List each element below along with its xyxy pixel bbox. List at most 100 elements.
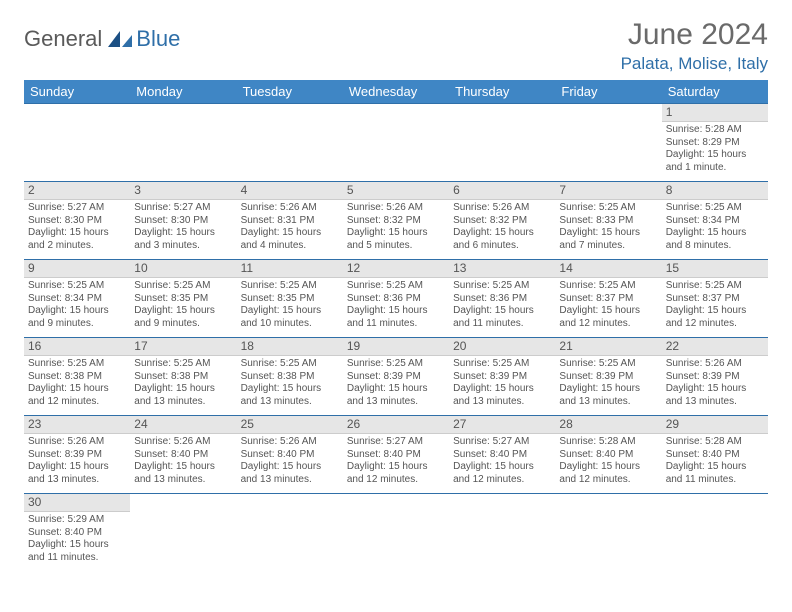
daylight-text: Daylight: 15 hours and 7 minutes. — [559, 227, 657, 252]
day-header: Tuesday — [237, 80, 343, 104]
daylight-text: Daylight: 15 hours and 13 minutes. — [347, 383, 445, 408]
date-number: 23 — [24, 416, 130, 434]
sunrise-text: Sunrise: 5:25 AM — [241, 358, 339, 371]
sunrise-text: Sunrise: 5:25 AM — [559, 358, 657, 371]
sunset-text: Sunset: 8:39 PM — [453, 371, 551, 384]
calendar-cell — [662, 494, 768, 572]
calendar-cell — [130, 494, 236, 572]
calendar-cell: 20 Sunrise: 5:25 AMSunset: 8:39 PMDayligh… — [449, 338, 555, 416]
sunset-text: Sunset: 8:30 PM — [28, 215, 126, 228]
date-number: 25 — [237, 416, 343, 434]
daylight-text: Daylight: 15 hours and 13 minutes. — [453, 383, 551, 408]
sunrise-text: Sunrise: 5:25 AM — [453, 358, 551, 371]
date-number: 9 — [24, 260, 130, 278]
date-number: 5 — [343, 182, 449, 200]
day-header: Monday — [130, 80, 236, 104]
sunrise-text: Sunrise: 5:27 AM — [28, 202, 126, 215]
sunrise-text: Sunrise: 5:26 AM — [134, 436, 232, 449]
sunset-text: Sunset: 8:35 PM — [241, 293, 339, 306]
date-number: 26 — [343, 416, 449, 434]
daylight-text: Daylight: 15 hours and 13 minutes. — [28, 461, 126, 486]
date-number: 29 — [662, 416, 768, 434]
logo-text-2: Blue — [136, 26, 180, 52]
sunset-text: Sunset: 8:37 PM — [559, 293, 657, 306]
calendar-cell: 11Sunrise: 5:25 AMSunset: 8:35 PMDayligh… — [237, 260, 343, 338]
calendar-cell: 17Sunrise: 5:25 AMSunset: 8:38 PMDayligh… — [130, 338, 236, 416]
sunrise-text: Sunrise: 5:25 AM — [559, 280, 657, 293]
sunrise-text: Sunrise: 5:25 AM — [666, 202, 764, 215]
sunset-text: Sunset: 8:40 PM — [241, 449, 339, 462]
day-header: Sunday — [24, 80, 130, 104]
sunrise-text: Sunrise: 5:25 AM — [28, 280, 126, 293]
calendar-cell: 14Sunrise: 5:25 AMSunset: 8:37 PMDayligh… — [555, 260, 661, 338]
daylight-text: Daylight: 15 hours and 3 minutes. — [134, 227, 232, 252]
sunrise-text: Sunrise: 5:25 AM — [347, 280, 445, 293]
sunrise-text: Sunrise: 5:28 AM — [666, 124, 764, 137]
calendar-cell — [449, 494, 555, 572]
sunrise-text: Sunrise: 5:27 AM — [134, 202, 232, 215]
logo-text-1: General — [24, 26, 102, 52]
sunrise-text: Sunrise: 5:25 AM — [241, 280, 339, 293]
date-number: 27 — [449, 416, 555, 434]
daylight-text: Daylight: 15 hours and 13 minutes. — [241, 461, 339, 486]
sunset-text: Sunset: 8:30 PM — [134, 215, 232, 228]
daylight-text: Daylight: 15 hours and 12 minutes. — [559, 461, 657, 486]
sunset-text: Sunset: 8:40 PM — [453, 449, 551, 462]
calendar-week-row: 30Sunrise: 5:29 AMSunset: 8:40 PMDayligh… — [24, 494, 768, 572]
sunset-text: Sunset: 8:39 PM — [347, 371, 445, 384]
calendar-cell: 22Sunrise: 5:26 AMSunset: 8:39 PMDayligh… — [662, 338, 768, 416]
calendar-week-row: 1Sunrise: 5:28 AMSunset: 8:29 PMDaylight… — [24, 104, 768, 182]
sunrise-text: Sunrise: 5:26 AM — [241, 436, 339, 449]
daylight-text: Daylight: 15 hours and 5 minutes. — [347, 227, 445, 252]
sunrise-text: Sunrise: 5:26 AM — [28, 436, 126, 449]
day-header: Thursday — [449, 80, 555, 104]
sunset-text: Sunset: 8:34 PM — [666, 215, 764, 228]
sunrise-text: Sunrise: 5:28 AM — [559, 436, 657, 449]
daylight-text: Daylight: 15 hours and 12 minutes. — [347, 461, 445, 486]
daylight-text: Daylight: 15 hours and 12 minutes. — [559, 305, 657, 330]
daylight-text: Daylight: 15 hours and 9 minutes. — [28, 305, 126, 330]
calendar-cell: 5 Sunrise: 5:26 AMSunset: 8:32 PMDaylight… — [343, 182, 449, 260]
daylight-text: Daylight: 15 hours and 11 minutes. — [28, 539, 126, 564]
daylight-text: Daylight: 15 hours and 2 minutes. — [28, 227, 126, 252]
date-number: 19 — [343, 338, 449, 356]
date-number: 16 — [24, 338, 130, 356]
calendar-cell: 30Sunrise: 5:29 AMSunset: 8:40 PMDayligh… — [24, 494, 130, 572]
calendar-cell: 13Sunrise: 5:25 AMSunset: 8:36 PMDayligh… — [449, 260, 555, 338]
daylight-text: Daylight: 15 hours and 13 minutes. — [134, 383, 232, 408]
daylight-text: Daylight: 15 hours and 12 minutes. — [453, 461, 551, 486]
sunset-text: Sunset: 8:32 PM — [347, 215, 445, 228]
calendar-cell — [449, 104, 555, 182]
day-header: Friday — [555, 80, 661, 104]
logo: General Blue — [24, 18, 180, 52]
calendar-week-row: 16Sunrise: 5:25 AMSunset: 8:38 PMDayligh… — [24, 338, 768, 416]
daylight-text: Daylight: 15 hours and 13 minutes. — [134, 461, 232, 486]
sunrise-text: Sunrise: 5:29 AM — [28, 514, 126, 527]
date-number: 6 — [449, 182, 555, 200]
location: Palata, Molise, Italy — [621, 54, 768, 74]
date-number: 4 — [237, 182, 343, 200]
sunrise-text: Sunrise: 5:26 AM — [347, 202, 445, 215]
date-number: 10 — [130, 260, 236, 278]
sunset-text: Sunset: 8:38 PM — [241, 371, 339, 384]
date-number: 2 — [24, 182, 130, 200]
sunset-text: Sunset: 8:39 PM — [28, 449, 126, 462]
date-number: 3 — [130, 182, 236, 200]
day-header: Saturday — [662, 80, 768, 104]
date-number: 13 — [449, 260, 555, 278]
sunrise-text: Sunrise: 5:25 AM — [28, 358, 126, 371]
date-number: 20 — [449, 338, 555, 356]
calendar-cell: 21Sunrise: 5:25 AMSunset: 8:39 PMDayligh… — [555, 338, 661, 416]
calendar-cell: 7Sunrise: 5:25 AMSunset: 8:33 PMDaylight… — [555, 182, 661, 260]
calendar-cell: 6Sunrise: 5:26 AMSunset: 8:32 PMDaylight… — [449, 182, 555, 260]
sunset-text: Sunset: 8:31 PM — [241, 215, 339, 228]
date-number: 17 — [130, 338, 236, 356]
daylight-text: Daylight: 15 hours and 12 minutes. — [28, 383, 126, 408]
daylight-text: Daylight: 15 hours and 4 minutes. — [241, 227, 339, 252]
calendar-cell: 4Sunrise: 5:26 AMSunset: 8:31 PMDaylight… — [237, 182, 343, 260]
calendar-week-row: 9Sunrise: 5:25 AMSunset: 8:34 PMDaylight… — [24, 260, 768, 338]
header: General Blue June 2024 Palata, Molise, I… — [24, 18, 768, 74]
sunset-text: Sunset: 8:33 PM — [559, 215, 657, 228]
date-number: 21 — [555, 338, 661, 356]
calendar-cell — [555, 104, 661, 182]
